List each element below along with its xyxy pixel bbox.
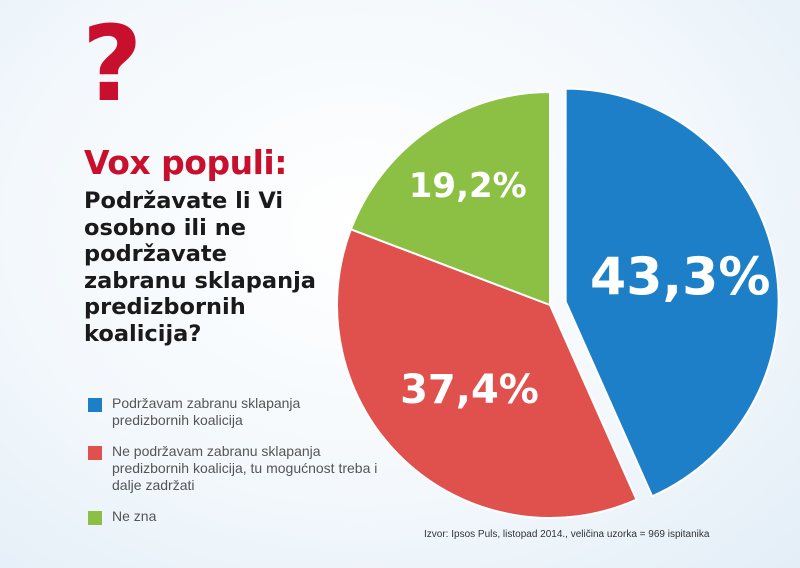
chart-title: Vox populi:	[84, 143, 287, 182]
legend-label: Ne zna	[112, 508, 157, 524]
legend: Podržavam zabranu sklapanja predizbornih…	[88, 395, 378, 539]
legend-item-support: Podržavam zabranu sklapanja predizbornih…	[88, 395, 378, 429]
legend-label: Ne podržavam zabranu sklapanja predizbor…	[112, 443, 378, 493]
slice-value-label: 19,2%	[409, 166, 527, 206]
legend-item-oppose: Ne podržavam zabranu sklapanja predizbor…	[88, 443, 378, 494]
source-note: Izvor: Ipsos Puls, listopad 2014., velič…	[424, 529, 710, 540]
legend-swatch-blue	[88, 398, 102, 412]
pie-slice	[564, 87, 780, 498]
pie-slice	[349, 90, 551, 307]
question-mark-icon: ?	[82, 3, 143, 125]
slice-value-label: 37,4%	[400, 367, 539, 413]
survey-question: Podržavate li Vi osobno ili ne podržavat…	[84, 188, 316, 347]
pie-slice	[336, 228, 638, 519]
legend-item-dont-know: Ne zna	[88, 508, 378, 525]
legend-swatch-red	[88, 446, 102, 460]
legend-label: Podržavam zabranu sklapanja predizbornih…	[112, 395, 301, 428]
slice-value-label: 43,3%	[590, 247, 770, 307]
legend-swatch-green	[88, 511, 102, 525]
